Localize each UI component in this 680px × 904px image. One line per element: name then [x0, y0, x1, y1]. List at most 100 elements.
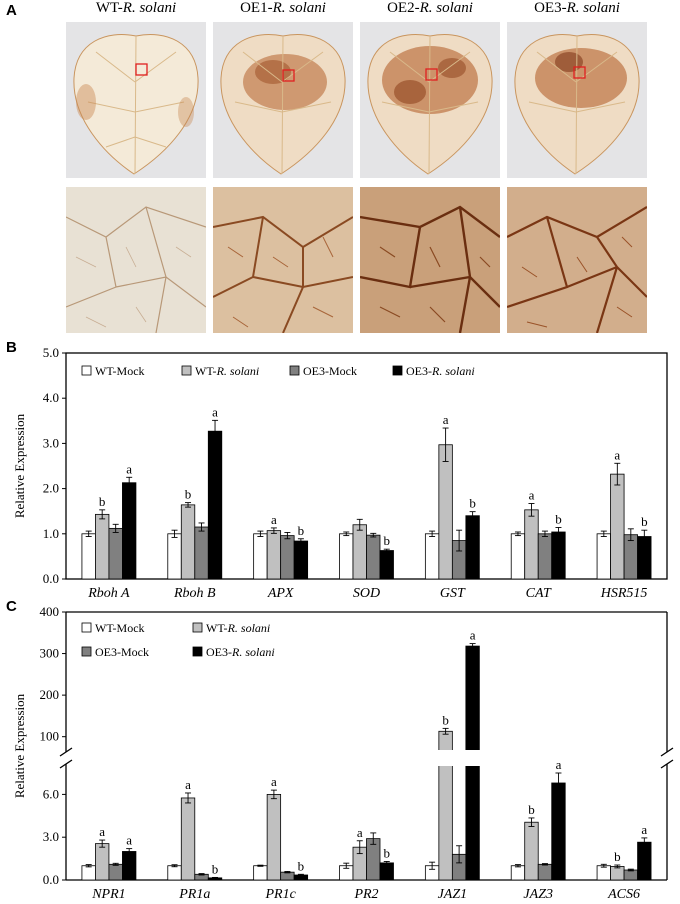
- significance-label: a: [271, 774, 277, 789]
- axis-break-mark: [660, 759, 674, 769]
- category-label: JAZ1: [438, 887, 468, 902]
- y-tick-label: 5.0: [43, 345, 59, 360]
- bar: [95, 513, 110, 580]
- bar: [81, 865, 96, 881]
- legend-swatch: [81, 365, 92, 376]
- bar: [366, 838, 381, 881]
- significance-label: b: [384, 533, 391, 548]
- bar-break-gap: [463, 750, 482, 766]
- bar: [167, 865, 182, 881]
- category-label: NPR1: [91, 887, 125, 902]
- bar: [610, 866, 625, 881]
- bar: [537, 533, 553, 580]
- legend-label: OE3-Mock: [303, 364, 357, 378]
- significance-label: a: [126, 833, 132, 848]
- bar: [379, 862, 394, 881]
- significance-label: a: [556, 757, 562, 772]
- bar: [253, 865, 268, 881]
- leaf-photo-oe2: [360, 22, 500, 178]
- legend-label-species: R. solani: [231, 645, 275, 659]
- y-tick-label: 2.0: [43, 481, 59, 496]
- bar: [424, 533, 440, 580]
- y-tick-label: 3.0: [43, 435, 59, 450]
- y-tick-label: 0.0: [43, 872, 59, 887]
- significance-label: a: [529, 488, 535, 503]
- y-tick-label: 100: [40, 729, 60, 744]
- significance-label: a: [470, 628, 476, 643]
- significance-label: b: [442, 712, 449, 727]
- bar: [280, 535, 295, 580]
- photo-title-species: R. solani: [122, 0, 177, 16]
- legend-label: WT-Mock: [95, 621, 145, 635]
- bar: [438, 444, 453, 580]
- bar: [551, 531, 566, 580]
- photo-title-prefix: OE3-: [534, 0, 567, 16]
- bar: [510, 533, 526, 580]
- bar: [352, 524, 367, 580]
- legend-label: OE3-R. solani: [406, 364, 475, 378]
- legend-label-prefix: OE3-Mock: [303, 364, 357, 378]
- bar: [610, 473, 625, 580]
- photo-title-prefix: OE2-: [387, 0, 420, 16]
- category-label: Rboh A: [87, 586, 130, 600]
- significance-label: b: [384, 845, 391, 860]
- y-axis-label: Relative Expression: [12, 693, 27, 798]
- bar: [81, 533, 96, 580]
- bar: [637, 841, 652, 881]
- legend-label-prefix: WT-: [206, 621, 228, 635]
- significance-label: b: [555, 511, 562, 526]
- panel-c-letter: C: [6, 598, 17, 615]
- legend-swatch: [192, 646, 203, 657]
- bar: [524, 509, 539, 580]
- category-label: PR1a: [178, 887, 210, 902]
- significance-label: b: [469, 496, 476, 511]
- legend-swatch: [81, 622, 92, 633]
- y-tick-label: 0.0: [43, 571, 59, 586]
- category-label: PR1c: [264, 887, 296, 902]
- significance-label: a: [357, 825, 363, 840]
- legend-label: WT-Mock: [95, 364, 145, 378]
- bar: [95, 843, 110, 881]
- category-label: CAT: [526, 586, 552, 600]
- bar: [207, 430, 223, 580]
- panel-a-letter: A: [6, 2, 17, 19]
- category-label: APX: [267, 586, 294, 600]
- legend-label-prefix: WT-: [195, 364, 217, 378]
- significance-label: a: [126, 461, 132, 476]
- bar: [596, 533, 611, 580]
- legend-label-prefix: OE3-Mock: [95, 645, 149, 659]
- micrograph-oe2: [360, 187, 500, 333]
- legend-label-species: R. solani: [216, 364, 260, 378]
- axis-break-mark: [59, 759, 73, 769]
- bar: [122, 851, 137, 881]
- significance-label: b: [298, 858, 305, 873]
- significance-label: a: [443, 412, 449, 427]
- bar: [623, 534, 638, 580]
- significance-label: b: [298, 523, 305, 538]
- panel-b-letter: B: [6, 339, 17, 356]
- bar: [293, 540, 309, 580]
- bar: [266, 530, 282, 580]
- bar: [280, 871, 295, 881]
- legend-label-species: R. solani: [227, 621, 271, 635]
- bar: [510, 865, 526, 881]
- photo-title-prefix: WT-: [95, 0, 123, 16]
- photo-title: OE1-R. solani: [208, 0, 358, 17]
- category-label: ACS6: [607, 887, 640, 902]
- legend-label-prefix: OE3-: [406, 364, 432, 378]
- legend-label-prefix: WT-Mock: [95, 364, 145, 378]
- significance-label: a: [212, 404, 218, 419]
- legend-swatch: [392, 365, 403, 376]
- photo-title-species: R. solani: [419, 0, 473, 16]
- bar: [623, 869, 638, 881]
- significance-label: b: [99, 494, 106, 509]
- y-tick-label: 6.0: [43, 786, 59, 801]
- y-tick-label: 400: [40, 604, 60, 619]
- y-tick-label: 3.0: [43, 829, 59, 844]
- legend-label-species: R. solani: [431, 364, 475, 378]
- axis-break-mark: [660, 747, 674, 757]
- bar: [551, 782, 566, 881]
- category-label: PR2: [353, 887, 378, 902]
- legend-label: WT-R. solani: [206, 621, 270, 635]
- photo-title: OE2-R. solani: [355, 0, 505, 17]
